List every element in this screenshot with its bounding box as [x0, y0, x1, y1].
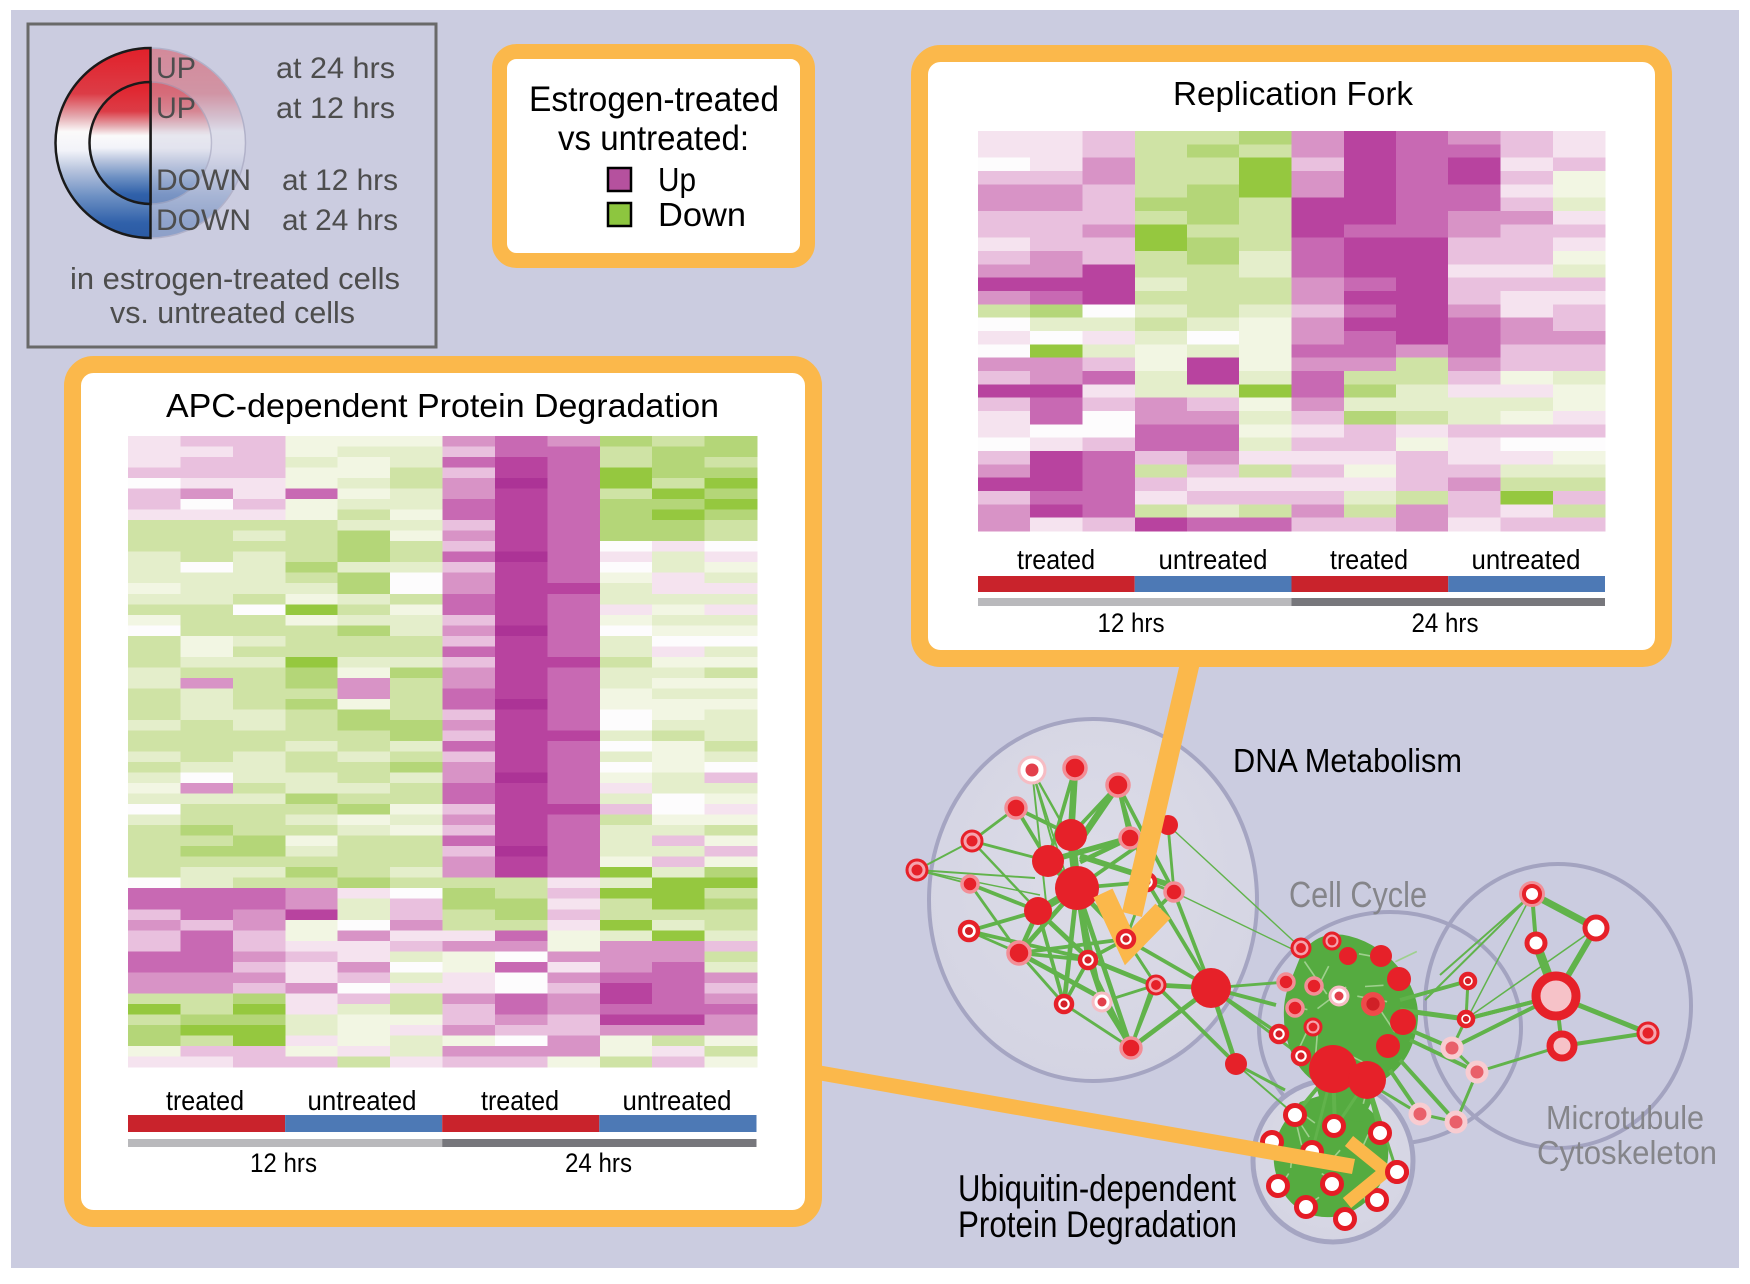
svg-text:Up: Up [658, 161, 696, 198]
svg-text:Down: Down [658, 196, 746, 233]
svg-text:DNA Metabolism: DNA Metabolism [1233, 742, 1462, 779]
svg-text:untreated: untreated [308, 1085, 417, 1116]
svg-text:Microtubule: Microtubule [1546, 1099, 1704, 1136]
svg-text:in estrogen-treated cells: in estrogen-treated cells [70, 261, 400, 296]
svg-text:at 24 hrs: at 24 hrs [282, 204, 398, 237]
svg-text:Cytoskeleton: Cytoskeleton [1537, 1134, 1717, 1171]
svg-text:APC-dependent Protein Degradat: APC-dependent Protein Degradation [166, 388, 719, 425]
svg-text:treated: treated [1330, 544, 1408, 575]
svg-text:untreated: untreated [1472, 544, 1581, 575]
svg-text:24 hrs: 24 hrs [1412, 608, 1479, 638]
svg-text:at 12 hrs: at 12 hrs [276, 92, 395, 125]
svg-text:Cell Cycle: Cell Cycle [1289, 874, 1427, 915]
svg-text:untreated: untreated [1159, 544, 1268, 575]
svg-text:UP: UP [156, 52, 196, 85]
svg-text:UP: UP [156, 92, 196, 125]
svg-text:12 hrs: 12 hrs [1098, 608, 1165, 638]
svg-text:at 24 hrs: at 24 hrs [276, 52, 395, 85]
svg-text:Estrogen-treated: Estrogen-treated [529, 80, 779, 119]
svg-text:12 hrs: 12 hrs [250, 1148, 317, 1178]
svg-text:Replication Fork: Replication Fork [1173, 75, 1413, 112]
svg-text:Ubiquitin-dependent: Ubiquitin-dependent [958, 1168, 1237, 1209]
svg-text:vs untreated:: vs untreated: [558, 119, 749, 158]
svg-text:untreated: untreated [623, 1085, 732, 1116]
svg-text:vs. untreated cells: vs. untreated cells [110, 295, 355, 330]
svg-text:Protein Degradation: Protein Degradation [958, 1204, 1237, 1245]
svg-text:DOWN: DOWN [156, 204, 251, 237]
svg-text:at 12 hrs: at 12 hrs [282, 164, 398, 197]
svg-text:treated: treated [1017, 544, 1095, 575]
svg-text:DOWN: DOWN [156, 164, 251, 197]
svg-text:treated: treated [166, 1085, 244, 1116]
svg-text:treated: treated [481, 1085, 559, 1116]
svg-text:24 hrs: 24 hrs [565, 1148, 632, 1178]
